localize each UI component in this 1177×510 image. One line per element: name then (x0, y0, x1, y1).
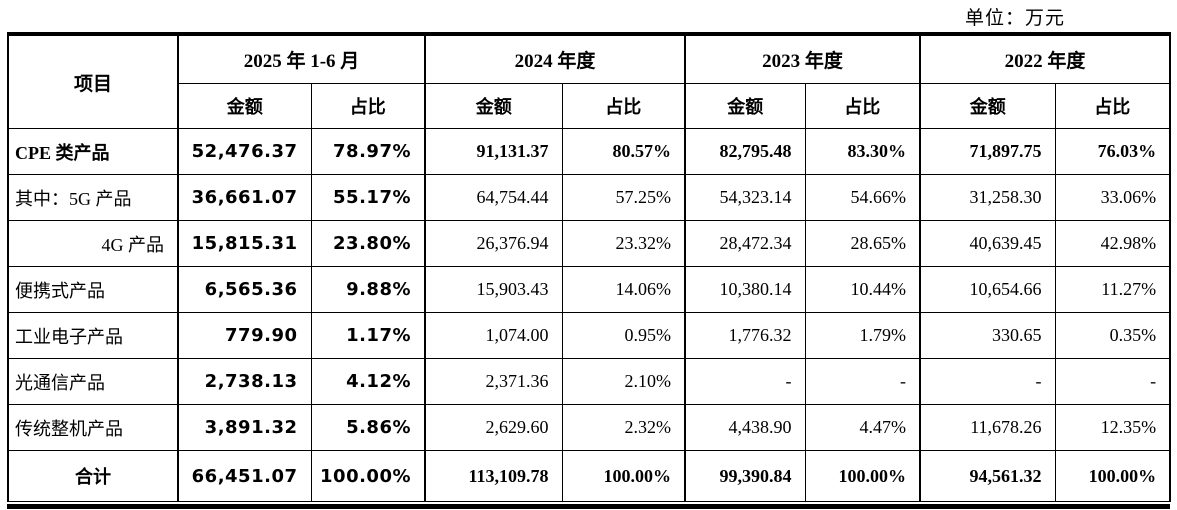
ratio-cell: 54.66% (804, 174, 921, 221)
ratio-cell: 76.03% (1054, 128, 1172, 175)
amount-cell: 6,565.36 (177, 266, 312, 313)
amount-cell: 4,438.90 (684, 404, 806, 451)
amount-subheader: 金额 (177, 83, 312, 129)
row-label: CPE 类产品 (7, 128, 179, 175)
ratio-cell: 57.25% (561, 174, 686, 221)
amount-cell: 779.90 (177, 312, 312, 359)
amount-cell: 10,654.66 (919, 266, 1056, 313)
amount-cell: 2,371.36 (424, 358, 563, 405)
ratio-cell: 0.95% (561, 312, 686, 359)
ratio-cell: 11.27% (1054, 266, 1172, 313)
amount-cell: 113,109.78 (424, 450, 563, 502)
ratio-cell: 23.32% (561, 220, 686, 267)
ratio-cell: - (1054, 358, 1172, 405)
ratio-cell: 4.12% (310, 358, 426, 405)
ratio-cell: 100.00% (804, 450, 921, 502)
row-label: 合计 (7, 450, 179, 502)
amount-cell: 40,639.45 (919, 220, 1056, 267)
ratio-subheader: 占比 (804, 83, 921, 129)
ratio-cell: 28.65% (804, 220, 921, 267)
amount-cell: - (919, 358, 1056, 405)
table-row: 便携式产品 6,565.36 9.88% 15,903.43 14.06% 10,380.… (7, 266, 1172, 313)
ratio-cell: 23.80% (310, 220, 426, 267)
ratio-cell: 5.86% (310, 404, 426, 451)
amount-cell: 66,451.07 (177, 450, 312, 502)
period-header-2022: 2022 年度 (919, 33, 1172, 84)
ratio-cell: 33.06% (1054, 174, 1172, 221)
item-column-header: 项目 (7, 33, 179, 129)
amount-cell: 64,754.44 (424, 174, 563, 221)
amount-cell: 2,629.60 (424, 404, 563, 451)
row-label: 便携式产品 (7, 266, 179, 313)
amount-cell: 82,795.48 (684, 128, 806, 175)
ratio-cell: - (804, 358, 921, 405)
ratio-cell: 78.97% (310, 128, 426, 175)
revenue-table-wrapper: 项目 2025 年 1-6 月 2024 年度 2023 年度 2022 年度 … (7, 32, 1172, 509)
amount-subheader: 金额 (919, 83, 1056, 129)
amount-cell: 10,380.14 (684, 266, 806, 313)
ratio-cell: 83.30% (804, 128, 921, 175)
amount-cell: 2,738.13 (177, 358, 312, 405)
amount-cell: 31,258.30 (919, 174, 1056, 221)
ratio-cell: 55.17% (310, 174, 426, 221)
row-label: 光通信产品 (7, 358, 179, 405)
ratio-subheader: 占比 (310, 83, 426, 129)
amount-cell: - (684, 358, 806, 405)
period-header-2023: 2023 年度 (684, 33, 921, 84)
ratio-cell: 2.32% (561, 404, 686, 451)
amount-subheader: 金额 (424, 83, 563, 129)
ratio-cell: 12.35% (1054, 404, 1172, 451)
amount-cell: 91,131.37 (424, 128, 563, 175)
table-row: 其中：5G 产品 36,661.07 55.17% 64,754.44 57.25% 54… (7, 174, 1172, 221)
ratio-cell: 80.57% (561, 128, 686, 175)
amount-cell: 99,390.84 (684, 450, 806, 502)
amount-cell: 54,323.14 (684, 174, 806, 221)
ratio-cell: 0.35% (1054, 312, 1172, 359)
period-header-2024: 2024 年度 (424, 33, 686, 84)
table-row: 工业电子产品 779.90 1.17% 1,074.00 0.95% 1,776.32 1.… (7, 312, 1172, 359)
total-row: 合计 66,451.07 100.00% 113,109.78 100.00% 99,39… (7, 450, 1172, 502)
amount-cell: 330.65 (919, 312, 1056, 359)
amount-cell: 1,776.32 (684, 312, 806, 359)
row-label: 传统整机产品 (7, 404, 179, 451)
ratio-cell: 100.00% (1054, 450, 1172, 502)
amount-cell: 52,476.37 (177, 128, 312, 175)
ratio-cell: 4.47% (804, 404, 921, 451)
table-body: CPE 类产品 52,476.37 78.97% 91,131.37 80.57% 82,… (7, 128, 1172, 502)
amount-cell: 94,561.32 (919, 450, 1056, 502)
amount-cell: 15,903.43 (424, 266, 563, 313)
amount-subheader: 金额 (684, 83, 806, 129)
row-label: 其中：5G 产品 (7, 174, 179, 221)
amount-cell: 28,472.34 (684, 220, 806, 267)
ratio-cell: 42.98% (1054, 220, 1172, 267)
amount-cell: 36,661.07 (177, 174, 312, 221)
table-header: 项目 2025 年 1-6 月 2024 年度 2023 年度 2022 年度 … (7, 33, 1172, 129)
ratio-cell: 100.00% (561, 450, 686, 502)
amount-cell: 26,376.94 (424, 220, 563, 267)
ratio-cell: 10.44% (804, 266, 921, 313)
ratio-cell: 1.79% (804, 312, 921, 359)
unit-label: 单位：万元 (964, 8, 1065, 29)
table-row: 传统整机产品 3,891.32 5.86% 2,629.60 2.32% 4,438.90… (7, 404, 1172, 451)
table-row: 光通信产品 2,738.13 4.12% 2,371.36 2.10% - - - - (7, 358, 1172, 405)
amount-cell: 11,678.26 (919, 404, 1056, 451)
amount-cell: 1,074.00 (424, 312, 563, 359)
amount-cell: 15,815.31 (177, 220, 312, 267)
table-row: 4G 产品 15,815.31 23.80% 26,376.94 23.32% 28,47… (7, 220, 1172, 267)
ratio-cell: 100.00% (310, 450, 426, 502)
row-label: 4G 产品 (7, 220, 179, 267)
period-header-2025: 2025 年 1-6 月 (176, 33, 426, 84)
amount-cell: 71,897.75 (919, 128, 1056, 175)
ratio-subheader: 占比 (561, 83, 686, 129)
amount-cell: 3,891.32 (177, 404, 312, 451)
ratio-cell: 1.17% (310, 312, 426, 359)
ratio-subheader: 占比 (1054, 83, 1172, 129)
ratio-cell: 14.06% (561, 266, 686, 313)
ratio-cell: 2.10% (561, 358, 686, 405)
table-row: CPE 类产品 52,476.37 78.97% 91,131.37 80.57% 82,… (7, 128, 1172, 175)
ratio-cell: 9.88% (310, 266, 426, 313)
row-label: 工业电子产品 (7, 312, 179, 359)
revenue-breakdown-table: 项目 2025 年 1-6 月 2024 年度 2023 年度 2022 年度 … (7, 32, 1172, 502)
